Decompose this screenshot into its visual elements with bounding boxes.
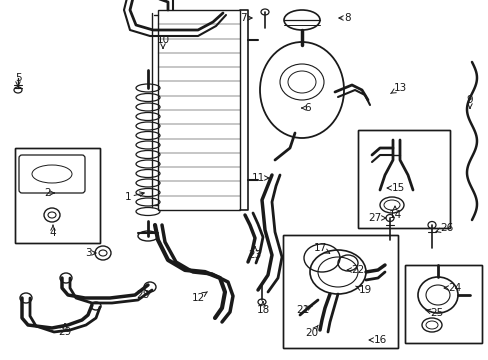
- Bar: [283, 235, 397, 348]
- Text: 25: 25: [425, 308, 443, 318]
- Text: 16: 16: [368, 335, 386, 345]
- Text: 6: 6: [301, 103, 311, 113]
- Text: 8: 8: [338, 13, 350, 23]
- Text: 5: 5: [15, 73, 21, 86]
- Bar: [404, 265, 481, 343]
- Text: 22: 22: [346, 265, 364, 275]
- Text: 10: 10: [156, 35, 169, 48]
- Text: 12: 12: [191, 292, 207, 303]
- Text: 27: 27: [367, 213, 385, 223]
- Text: 15: 15: [386, 183, 404, 193]
- Bar: [357, 130, 449, 228]
- Text: 29: 29: [58, 324, 71, 337]
- Text: 2: 2: [44, 188, 54, 198]
- Bar: [15, 148, 100, 243]
- Text: 7: 7: [239, 13, 252, 23]
- Text: 4: 4: [50, 225, 56, 238]
- Bar: [283, 235, 397, 348]
- Text: 11: 11: [251, 173, 268, 183]
- Bar: [404, 265, 481, 343]
- Bar: [15, 148, 100, 243]
- Text: 1: 1: [124, 192, 144, 202]
- Text: 20: 20: [305, 325, 318, 338]
- Text: 24: 24: [443, 283, 461, 293]
- Text: 28: 28: [136, 290, 152, 300]
- Text: 3: 3: [84, 248, 96, 258]
- Text: 18: 18: [256, 302, 269, 315]
- Bar: [357, 130, 449, 228]
- Text: 13: 13: [390, 83, 406, 94]
- Text: 17: 17: [313, 243, 329, 253]
- Text: 21: 21: [296, 305, 312, 315]
- Text: 14: 14: [387, 206, 401, 220]
- Bar: [158, 10, 240, 210]
- Text: 26: 26: [435, 223, 453, 233]
- Text: 23: 23: [248, 247, 261, 260]
- Text: 19: 19: [355, 285, 371, 295]
- Text: 9: 9: [466, 95, 472, 108]
